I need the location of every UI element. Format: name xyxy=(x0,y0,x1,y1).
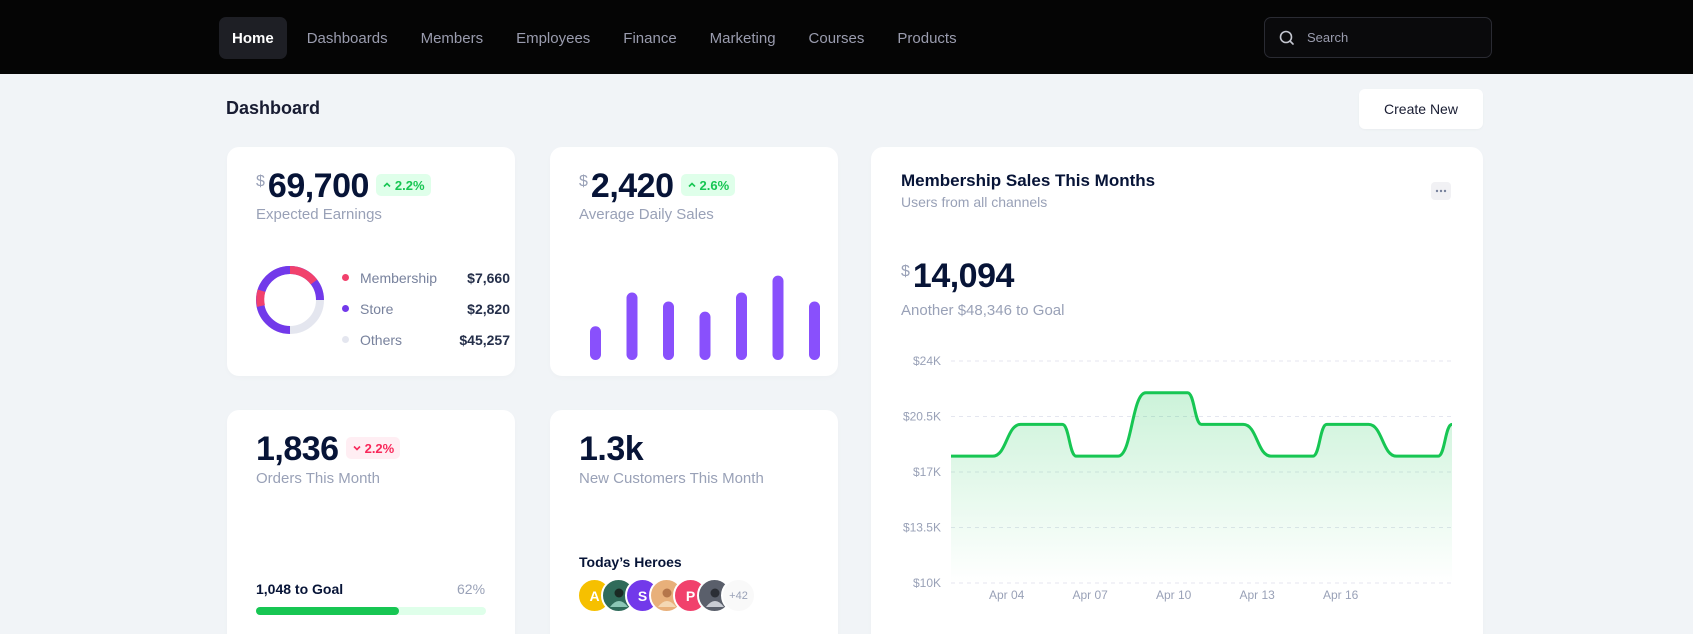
orders-label: Orders This Month xyxy=(256,470,380,487)
sales-area xyxy=(951,392,1452,583)
expected-earnings-card: $ 69,700 2.2% Expected Earnings Membersh… xyxy=(227,147,515,376)
search-input[interactable] xyxy=(1307,30,1487,45)
arrow-up-icon xyxy=(383,182,391,188)
chart-title: Membership Sales This Months xyxy=(901,171,1156,190)
sales-bar xyxy=(736,292,747,360)
arrow-down-icon xyxy=(353,445,361,451)
sales-bar xyxy=(809,301,820,360)
x-tick-label: Apr 13 xyxy=(1239,588,1275,602)
currency-symbol: $ xyxy=(256,173,265,190)
sales-bar xyxy=(772,275,784,360)
sales-line xyxy=(951,391,1453,458)
avatar-more-count[interactable]: +42 xyxy=(721,578,756,613)
new-customers-card: 1.3k New Customers This Month Today’s He… xyxy=(550,410,838,634)
arrow-up-icon xyxy=(687,182,696,188)
legend-label: Others xyxy=(360,331,403,348)
earnings-donut-chart xyxy=(256,266,324,334)
orders-change-badge: 2.2% xyxy=(345,437,401,459)
legend-label: Store xyxy=(360,300,394,317)
legend-label: Membership xyxy=(360,269,438,286)
legend-row: Store $2,820 xyxy=(342,293,510,324)
nav-item-courses[interactable]: Courses xyxy=(808,29,865,47)
sales-bar xyxy=(590,326,601,360)
search-box[interactable] xyxy=(1264,17,1492,58)
customers-label: New Customers This Month xyxy=(579,470,764,487)
person-icon xyxy=(657,588,676,607)
page-title: Dashboard xyxy=(226,98,321,118)
x-tick-label: Apr 10 xyxy=(1156,588,1192,602)
top-navbar: Home Dashboards Members Employees Financ… xyxy=(0,0,1693,74)
more-dots-icon[interactable] xyxy=(1431,182,1451,200)
legend-value: $2,820 xyxy=(467,300,510,317)
nav-item-employees[interactable]: Employees xyxy=(516,29,591,47)
daily-sales-change-badge: 2.6% xyxy=(680,174,736,196)
donut-segment-others xyxy=(289,266,318,285)
create-new-button[interactable]: Create New xyxy=(1359,89,1483,129)
currency-symbol: $ xyxy=(579,173,588,190)
orders-value: 1,836 xyxy=(256,430,339,468)
y-tick-label: $10K xyxy=(913,576,941,590)
legend-dot xyxy=(342,274,349,281)
average-daily-sales-card: $ 2,420 2.6% Average Daily Sales xyxy=(550,147,838,376)
orders-card: 1,836 2.2% Orders This Month 1,048 to Go… xyxy=(227,410,515,634)
donut-segment-store xyxy=(257,266,291,293)
nav-item-home[interactable]: Home xyxy=(219,17,287,59)
daily-sales-bar-chart xyxy=(590,275,820,360)
membership-goal-text: Another $48,346 to Goal xyxy=(901,302,1065,319)
legend-value: $45,257 xyxy=(459,331,510,348)
nav-item-products[interactable]: Products xyxy=(897,29,957,47)
main-nav: Home Dashboards Members Employees Financ… xyxy=(219,17,977,59)
membership-sales-chart: $24K $20.5K $17K $13.5K $10K Apr 04 Apr 07 Apr … xyxy=(903,354,1453,602)
membership-value: 14,094 xyxy=(912,257,1015,295)
y-tick-label: $24K xyxy=(913,354,941,368)
currency-symbol: $ xyxy=(901,263,910,280)
earnings-change-value: 2.2% xyxy=(394,177,425,193)
daily-sales-label: Average Daily Sales xyxy=(579,206,714,223)
legend-dot xyxy=(342,305,349,312)
daily-sales-change-value: 2.6% xyxy=(699,177,730,193)
heroes-title: Today’s Heroes xyxy=(579,554,682,570)
earnings-label: Expected Earnings xyxy=(256,206,382,223)
legend-dot xyxy=(342,336,349,343)
x-tick-label: Apr 04 xyxy=(989,588,1025,602)
customers-value: 1.3k xyxy=(579,430,644,468)
sales-bar xyxy=(699,311,711,360)
sales-bar xyxy=(626,292,638,360)
y-tick-label: $13.5K xyxy=(903,521,941,535)
x-tick-label: Apr 16 xyxy=(1323,588,1359,602)
chart-subtitle: Users from all channels xyxy=(901,194,1048,210)
goal-progress-bar xyxy=(256,607,486,615)
nav-item-finance[interactable]: Finance xyxy=(623,29,677,47)
goal-label: 1,048 to Goal xyxy=(256,581,344,597)
y-tick-label: $17K xyxy=(913,465,941,479)
y-tick-label: $20.5K xyxy=(903,410,941,424)
goal-progress-fill xyxy=(256,607,399,615)
earnings-change-badge: 2.2% xyxy=(375,174,431,196)
legend-row: Membership $7,660 xyxy=(342,262,510,293)
orders-change-value: 2.2% xyxy=(364,440,395,456)
nav-item-members[interactable]: Members xyxy=(420,29,484,47)
earnings-legend: Membership $7,660 Store $2,820 Others $4… xyxy=(342,262,510,355)
legend-value: $7,660 xyxy=(467,269,510,286)
legend-row: Others $45,257 xyxy=(342,324,510,355)
person-icon xyxy=(609,588,628,607)
goal-percent: 62% xyxy=(457,581,486,597)
search-icon xyxy=(1279,30,1295,46)
earnings-value: 69,700 xyxy=(267,167,370,205)
nav-item-dashboards[interactable]: Dashboards xyxy=(306,29,388,47)
daily-sales-value: 2,420 xyxy=(590,167,674,205)
x-tick-label: Apr 07 xyxy=(1072,588,1108,602)
nav-item-marketing[interactable]: Marketing xyxy=(709,29,776,47)
person-icon xyxy=(705,588,724,607)
sales-bar xyxy=(663,301,674,360)
membership-sales-card: Membership Sales This Months Users from … xyxy=(871,147,1483,634)
